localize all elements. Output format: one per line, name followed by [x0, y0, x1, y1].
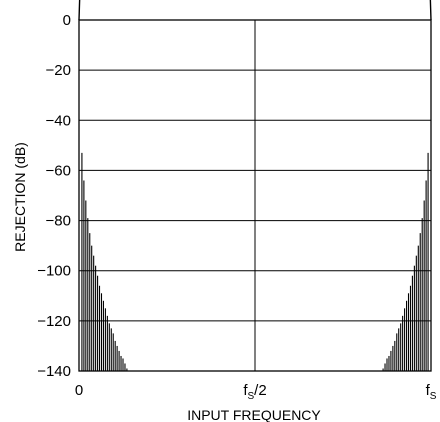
x-tick-labels: 0 fS/2 fS — [75, 382, 437, 402]
main-lobe — [78, 0, 81, 21]
x-axis-title: INPUT FREQUENCY — [187, 407, 321, 422]
x-tick-label: fS/2 — [243, 382, 266, 402]
y-tick-label: −60 — [46, 162, 71, 179]
grid — [79, 20, 431, 371]
y-tick-label: −100 — [37, 263, 71, 280]
rejection-bars — [78, 0, 432, 371]
y-tick-label: −120 — [37, 313, 71, 330]
y-tick-label: −40 — [46, 112, 71, 129]
y-tick-label: −20 — [46, 62, 71, 79]
y-tick-label: 0 — [63, 12, 71, 29]
x-tick-label: 0 — [75, 382, 83, 399]
x-tick-label: fS — [426, 382, 437, 402]
plot-frame — [78, 19, 432, 372]
y-tick-label: −80 — [46, 213, 71, 230]
y-axis-title: REJECTION (dB) — [12, 142, 28, 252]
y-tick-labels: 0 −20 −40 −60 −80 −100 −120 −140 — [37, 12, 71, 380]
main-lobe — [429, 0, 432, 21]
y-tick-label: −140 — [37, 363, 71, 380]
plot-border — [78, 19, 432, 372]
